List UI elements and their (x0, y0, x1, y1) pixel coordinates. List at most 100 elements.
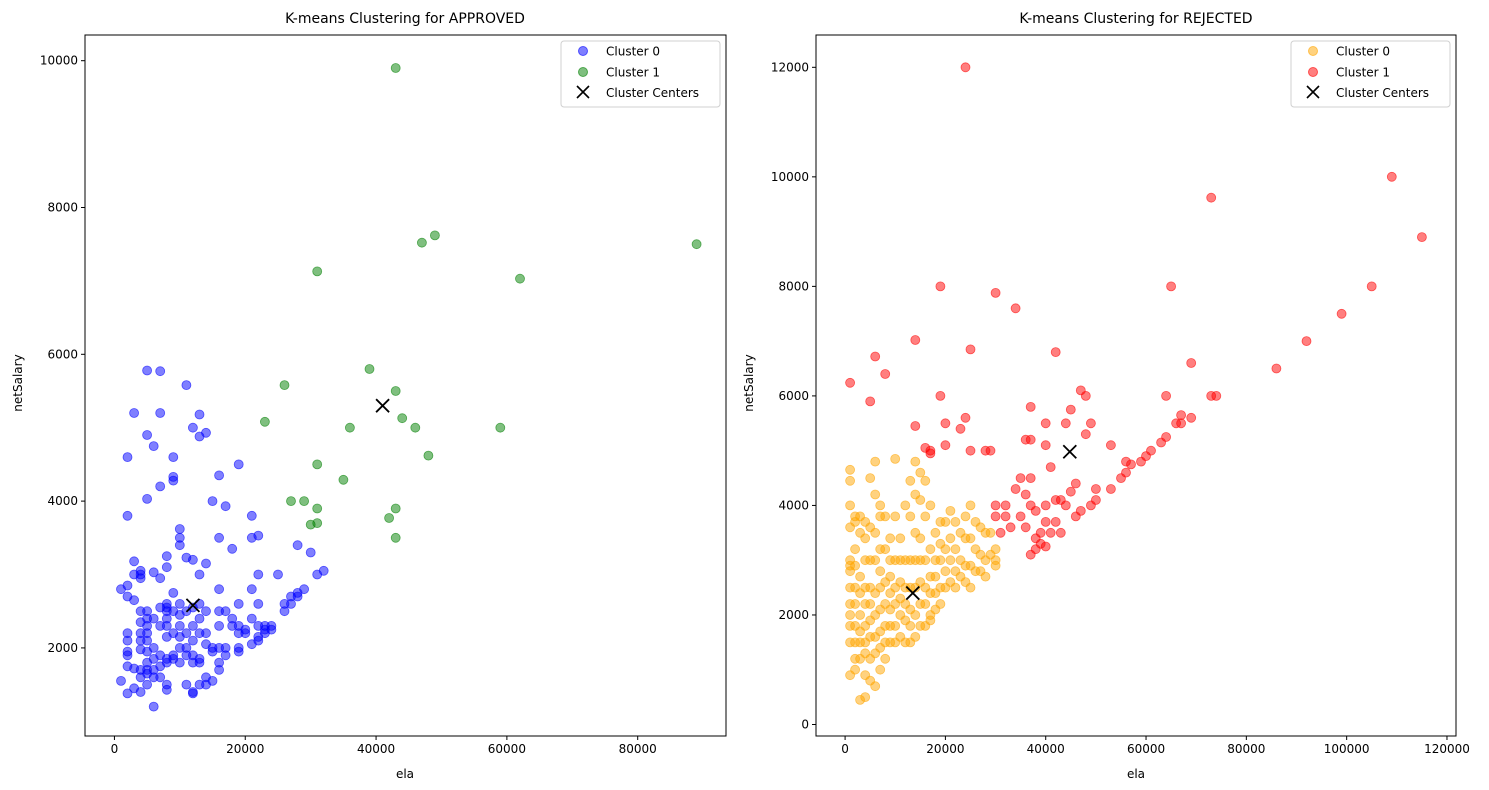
cluster-1-point (965, 445, 976, 456)
cluster-1-point (1176, 410, 1186, 421)
cluster-1-point (960, 412, 971, 423)
cluster-0-point (201, 606, 211, 617)
cluster-1-point (1005, 522, 1016, 533)
cluster-1-point (390, 386, 401, 396)
cluster-0-point (187, 422, 198, 433)
cluster-0-point (194, 569, 205, 580)
cluster-0-point (142, 679, 153, 690)
cluster-center-marker (185, 598, 201, 613)
cluster-1-point (870, 351, 881, 362)
cluster-0-point (233, 599, 244, 609)
cluster-0-point (870, 489, 881, 500)
cluster-0-point (850, 560, 860, 571)
cluster-0-point (292, 591, 303, 602)
cluster-0-point (135, 573, 146, 584)
cluster-0-point (148, 567, 159, 578)
cluster-0-point (940, 517, 951, 527)
cluster-0-point (187, 635, 198, 646)
cluster-0-point (855, 610, 865, 620)
cluster-0-point (890, 453, 901, 464)
cluster-0-point (920, 599, 931, 609)
cluster-1-point (1366, 281, 1377, 292)
cluster-0-point (905, 475, 916, 486)
cluster-1-point (1075, 505, 1086, 516)
y-tick-label: 4000 (778, 498, 809, 512)
cluster-0-point (845, 464, 855, 475)
cluster-1-point (495, 422, 506, 433)
x-axis-label: ela (1127, 767, 1145, 781)
x-tick-label: 0 (111, 742, 119, 756)
cluster-0-point (299, 584, 310, 595)
cluster-0-point (935, 599, 946, 609)
legend: Cluster 0 Cluster 1 Cluster Centers (1290, 40, 1451, 108)
cluster-0-point (174, 621, 185, 631)
cluster-1-point (1040, 500, 1051, 511)
cluster-0-point (940, 544, 951, 555)
plot-marks (845, 62, 1427, 705)
cluster-1-point (429, 230, 440, 241)
cluster-1-point (1025, 473, 1036, 484)
cluster-0-point (220, 501, 231, 512)
cluster-1-point (1045, 527, 1056, 538)
legend-label-centers: Cluster Centers (606, 86, 699, 100)
legend-box (560, 40, 721, 108)
cluster-1-point (691, 239, 702, 250)
cluster-0-point (181, 380, 192, 391)
cluster-1-point (845, 377, 855, 388)
cluster-1-point (1025, 434, 1036, 445)
cluster-0-point (950, 544, 961, 555)
cluster-1-point (312, 266, 323, 277)
cluster-1-point (1055, 527, 1066, 538)
cluster-0-point (318, 565, 329, 576)
y-tick-label: 4000 (47, 494, 78, 508)
cluster-0-point (266, 624, 277, 635)
y-tick-label: 0 (801, 717, 809, 731)
cluster-0-point (880, 511, 891, 522)
cluster-0-point (122, 452, 133, 463)
cluster-0-point (122, 510, 133, 521)
cluster-0-point (870, 527, 881, 538)
cluster-0-point (965, 500, 976, 511)
cluster-1-point (1086, 418, 1096, 429)
cluster-0-point (870, 681, 881, 692)
cluster-1-point (995, 527, 1006, 538)
cluster-0-point (155, 573, 166, 584)
plot-frame (84, 34, 727, 737)
x-tick-label: 60000 (488, 742, 526, 756)
cluster-0-point (890, 621, 901, 631)
cluster-0-point (930, 527, 941, 538)
x-tick-label: 20000 (226, 742, 264, 756)
cluster-0-point (142, 635, 153, 646)
cluster-0-point (865, 599, 876, 609)
cluster-0-point (890, 511, 901, 522)
cluster-0-point (161, 562, 172, 573)
cluster-0-point (985, 527, 996, 538)
cluster-0-point (122, 650, 133, 661)
y-tick-label: 10000 (771, 170, 809, 184)
cluster-0-point (148, 441, 159, 452)
legend-marker-cluster-1 (578, 67, 588, 77)
cluster-0-point (965, 582, 976, 593)
cluster-1-point (1035, 527, 1046, 538)
cluster-1-point (925, 445, 936, 456)
cluster-0-point (161, 551, 172, 562)
y-tick-label: 8000 (47, 200, 78, 214)
y-tick-label: 6000 (47, 347, 78, 361)
cluster-0-point (207, 496, 218, 507)
cluster-1-point (1146, 445, 1156, 456)
cluster-1-point (1040, 541, 1051, 552)
cluster-0-point (905, 621, 916, 631)
cluster-0-point (214, 665, 225, 675)
cluster-0-point (194, 613, 205, 624)
cluster-0-point (292, 540, 303, 551)
x-tick-label: 80000 (1227, 742, 1265, 756)
cluster-0-point (194, 409, 205, 420)
x-tick-label: 0 (841, 742, 849, 756)
x-tick-label: 80000 (619, 742, 657, 756)
cluster-0-point (885, 533, 896, 544)
cluster-0-point (920, 555, 931, 566)
legend-marker-centers (1306, 85, 1320, 99)
cluster-0-point (980, 571, 991, 582)
cluster-0-point (860, 533, 871, 544)
cluster-0-point (900, 500, 911, 511)
